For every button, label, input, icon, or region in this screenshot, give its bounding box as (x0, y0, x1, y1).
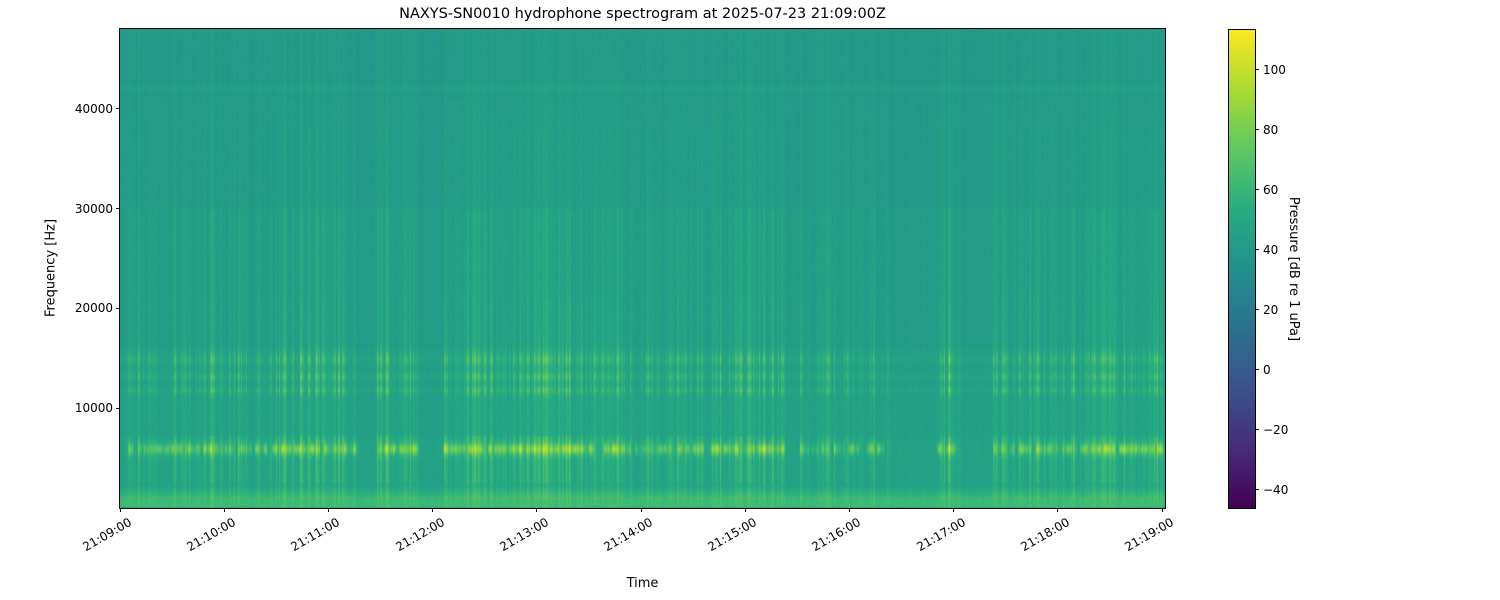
x-tick-mark (953, 508, 955, 512)
colorbar-tick-mark (1255, 489, 1259, 491)
colorbar-tick-label: 60 (1263, 182, 1279, 197)
x-tick-mark (327, 508, 329, 512)
y-tick-mark (116, 407, 120, 409)
y-tick-label: 40000 (74, 101, 113, 116)
colorbar-tick-label: −20 (1263, 422, 1289, 437)
x-axis-label: Time (626, 576, 659, 591)
colorbar-canvas (1229, 30, 1255, 508)
colorbar-tick-label: 80 (1263, 122, 1279, 137)
colorbar-tick-label: 20 (1263, 302, 1279, 317)
y-tick-label: 10000 (74, 401, 113, 416)
y-tick-mark (116, 208, 120, 210)
x-tick-mark (848, 508, 850, 512)
colorbar-tick-mark (1255, 69, 1259, 71)
x-tick-mark (1057, 508, 1059, 512)
colorbar (1228, 29, 1256, 509)
colorbar-tick-label: 40 (1263, 242, 1279, 257)
colorbar-tick-label: 100 (1263, 62, 1286, 77)
x-tick-label: 21:09:00 (80, 515, 134, 555)
y-tick-label: 30000 (74, 201, 113, 216)
colorbar-tick-mark (1255, 429, 1259, 431)
x-tick-mark (1161, 508, 1163, 512)
colorbar-tick-mark (1255, 369, 1259, 371)
colorbar-tick-mark (1255, 129, 1259, 131)
colorbar-tick-mark (1255, 249, 1259, 251)
y-tick-mark (116, 108, 120, 110)
colorbar-tick-mark (1255, 309, 1259, 311)
x-tick-mark (536, 508, 538, 512)
x-tick-mark (119, 508, 121, 512)
figure-title: NAXYS-SN0010 hydrophone spectrogram at 2… (399, 6, 886, 22)
y-tick-mark (116, 307, 120, 309)
colorbar-tick-label: −40 (1263, 482, 1289, 497)
x-tick-mark (432, 508, 434, 512)
x-tick-mark (744, 508, 746, 512)
colorbar-label: Pressure [dB re 1 uPa] (1286, 196, 1301, 342)
colorbar-tick-mark (1255, 189, 1259, 191)
spectrogram-plot-area (119, 28, 1166, 509)
y-tick-label: 20000 (74, 301, 113, 316)
colorbar-tick-label: 0 (1263, 362, 1271, 377)
x-tick-mark (223, 508, 225, 512)
spectrogram-canvas (120, 29, 1165, 508)
x-tick-mark (640, 508, 642, 512)
